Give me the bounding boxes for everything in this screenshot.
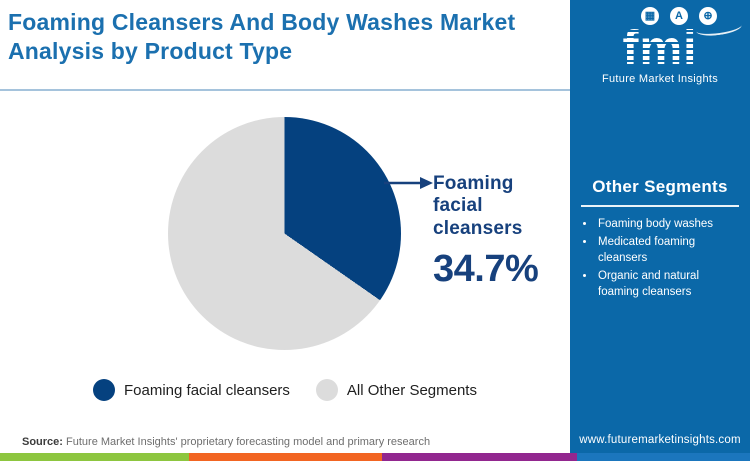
list-item: Organic and natural foaming cleansers [596,269,740,300]
map-icon: ▦ [641,7,659,25]
callout-arrow-icon [384,177,433,189]
chart-legend: Foaming facial cleansers All Other Segme… [0,379,570,401]
other-segments-underline [581,205,739,207]
pie-chart [168,117,401,350]
logo-tagline: Future Market Insights [601,72,719,85]
website-link[interactable]: www.futuremarketinsights.com [579,434,741,446]
legend-item-all-other-segments: All Other Segments [315,379,477,401]
compass-icon: A [670,7,688,25]
source-label: Source: [22,436,63,448]
pie-callout: Foaming facial cleansers 34.7% [433,173,568,291]
callout-value: 34.7% [433,248,539,291]
list-item: Medicated foaming cleansers [596,235,740,266]
strip-segment-blue [577,453,750,461]
globe-icon: ⊕ [699,7,717,25]
legend-label: Foaming facial cleansers [124,381,290,399]
strip-segment-orange [189,453,382,461]
logo-icon-row: ▦ A ⊕ [608,7,750,25]
legend-swatch-gray [315,379,338,401]
legend-item-foaming-facial-cleansers: Foaming facial cleansers [93,379,290,401]
strip-segment-purple [382,453,577,461]
other-segments-list: Foaming body washes Medicated foaming cl… [596,217,740,300]
source-note: Source: Future Market Insights' propriet… [22,436,562,448]
source-text: Future Market Insights' proprietary fore… [62,436,431,448]
title-divider [0,89,570,91]
other-segments-heading: Other Segments [592,177,728,196]
list-item: Foaming body washes [596,217,740,232]
sidebar: ▦ A ⊕ fmi Future Market Insights Other S… [570,0,750,461]
footer-color-strip [0,453,750,461]
strip-segment-green [0,453,189,461]
legend-label: All Other Segments [346,381,477,399]
main-chart-area: Foaming Cleansers And Body Washes Market… [0,9,570,448]
page-title: Foaming Cleansers And Body Washes Market… [8,9,516,65]
other-segments-panel: Other Segments Foaming body washes Medic… [570,177,750,303]
fmi-logo: ▦ A ⊕ fmi Future Market Insights [570,7,750,85]
legend-swatch-navy [93,379,115,401]
callout-label: Foaming facial cleansers [433,173,523,239]
logo-wordmark: fmi [570,25,750,73]
